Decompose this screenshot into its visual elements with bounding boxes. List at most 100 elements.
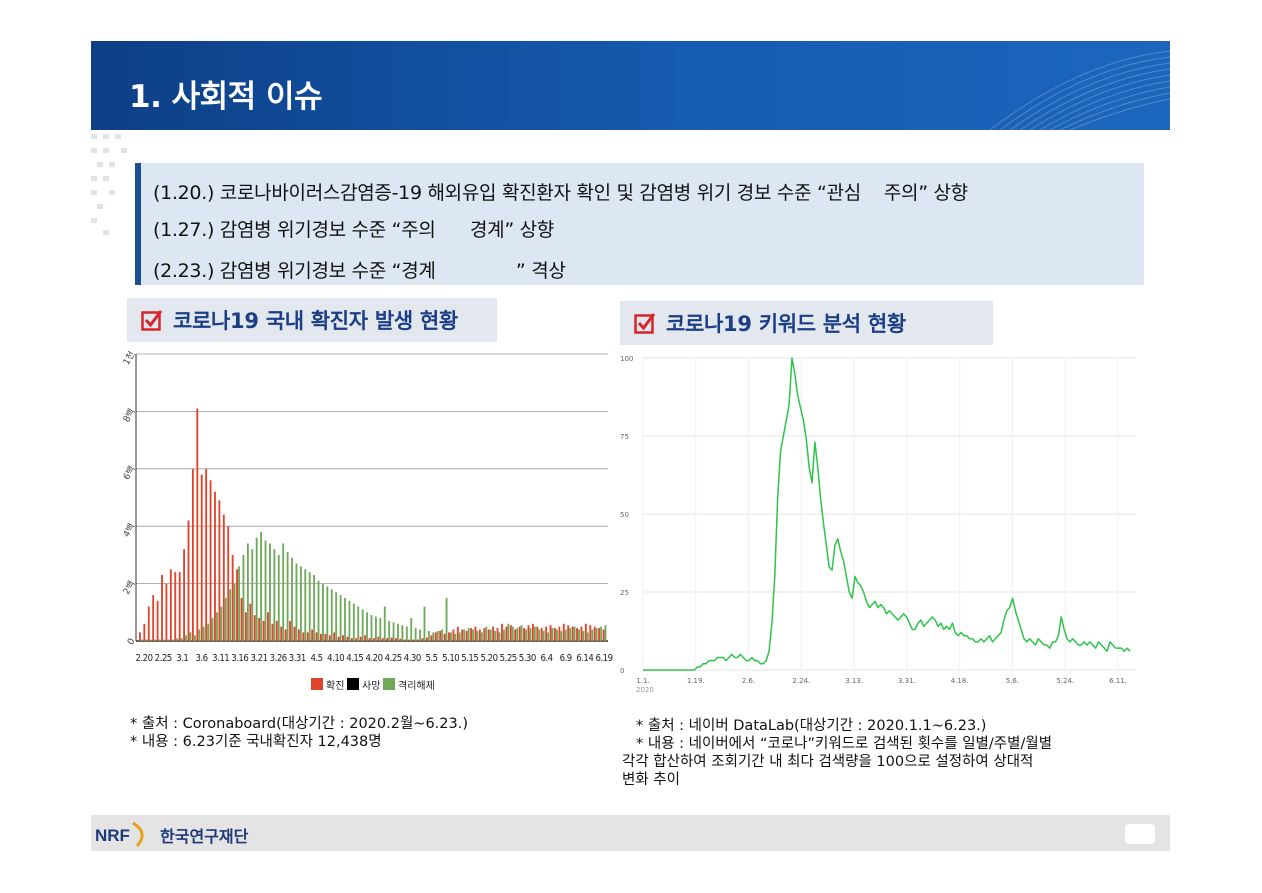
bar-확진 <box>222 514 225 641</box>
bar-격리해제 <box>322 583 324 641</box>
nrf-logo-icon: NRF <box>95 821 144 847</box>
bar-확진 <box>501 623 503 641</box>
bar-확진 <box>311 629 314 641</box>
bar-격리해제 <box>370 615 373 641</box>
bar-확진 <box>518 626 521 641</box>
bar-격리해제 <box>472 629 474 641</box>
bar-확진 <box>399 638 402 641</box>
bar-격리해제 <box>525 629 527 641</box>
bar-확진 <box>567 625 570 641</box>
decorative-grid-icon <box>91 134 127 235</box>
x-tick-label: 3.11 <box>212 653 229 664</box>
bar-격리해제 <box>251 549 254 641</box>
bar-확진 <box>439 630 442 641</box>
bar-격리해제 <box>149 639 152 641</box>
bar-확진 <box>205 468 208 641</box>
header-banner: 1. 사회적 이슈 <box>91 41 1170 130</box>
legend-label: 격리해제 <box>398 679 435 692</box>
bar-확진 <box>452 629 455 641</box>
bar-격리해제 <box>498 632 501 641</box>
bar-격리해제 <box>348 600 351 641</box>
bar-격리해제 <box>374 616 377 641</box>
bar-확진 <box>417 639 419 641</box>
bar-확진 <box>293 626 296 641</box>
bar-격리해제 <box>180 638 183 641</box>
bar-격리해제 <box>317 580 320 641</box>
bar-격리해제 <box>313 574 316 641</box>
bar-격리해제 <box>260 531 263 641</box>
bar-격리해제 <box>352 603 355 641</box>
bar-격리해제 <box>255 537 258 641</box>
bar-확진 <box>531 623 534 641</box>
bar-격리해제 <box>326 586 329 641</box>
x-tick-label: 1.19. <box>687 677 705 685</box>
bar-확진 <box>576 628 578 641</box>
bar-확진 <box>337 636 340 641</box>
bar-격리해제 <box>299 566 302 641</box>
bar-확진 <box>514 629 517 641</box>
y-tick-label: 4백 <box>121 522 138 540</box>
bar-격리해제 <box>582 630 585 641</box>
bar-확진 <box>262 620 265 641</box>
bar-확진 <box>456 626 459 641</box>
left-section-title-text: 코로나19 국내 확진자 발생 현황 <box>173 309 458 333</box>
bar-격리해제 <box>586 632 589 641</box>
bar-확진 <box>306 632 309 641</box>
x-tick-label: 5.10 <box>442 653 459 664</box>
bar-격리해제 <box>410 618 413 641</box>
bar-격리해제 <box>238 566 240 641</box>
bar-격리해제 <box>520 625 523 641</box>
bar-격리해제 <box>202 626 205 641</box>
bar-격리해제 <box>405 626 408 641</box>
bar-확진 <box>359 636 362 641</box>
x-tick-label: 4.18. <box>951 677 969 685</box>
y-tick-label: 0 <box>620 667 624 675</box>
bar-격리해제 <box>388 620 391 641</box>
bar-확진 <box>602 629 605 641</box>
bar-확진 <box>271 623 274 641</box>
bar-격리해제 <box>533 626 536 641</box>
bar-확진 <box>258 618 261 641</box>
bar-격리해제 <box>361 609 364 641</box>
bar-격리해제 <box>286 552 289 641</box>
bar-확진 <box>178 572 181 641</box>
legend-label: 확진 <box>326 680 344 692</box>
bar-확진 <box>328 635 331 641</box>
notice-line-3: (2.23.) 감염병 위기경보 수준 “경계 ” 격상 <box>153 260 566 282</box>
bar-확진 <box>161 574 163 641</box>
bar-격리해제 <box>379 618 382 641</box>
bar-확진 <box>474 626 477 641</box>
bar-확진 <box>430 635 433 641</box>
bar-확진 <box>478 629 481 641</box>
bar-확진 <box>275 620 278 641</box>
bar-격리해제 <box>467 628 470 641</box>
bar-확진 <box>284 629 287 641</box>
bar-격리해제 <box>264 540 267 641</box>
bar-격리해제 <box>569 628 572 641</box>
bar-확진 <box>381 638 384 641</box>
bar-격리해제 <box>511 626 514 641</box>
y-tick-label: 8백 <box>121 407 138 425</box>
x-tick-label: 5.6. <box>1006 677 1019 685</box>
bar-격리해제 <box>450 632 452 641</box>
confirmed-cases-bar-chart: 0 2백 4백 6백 8백 1천 2.20 2.25 3.1 3.6 3.11 3.16 3.21 3.2… <box>121 349 613 692</box>
legend-swatch <box>383 678 395 690</box>
bar-격리해제 <box>476 630 479 641</box>
page-title: 1. 사회적 이슈 <box>129 79 323 115</box>
bar-격리해제 <box>163 639 165 641</box>
legend-swatch <box>347 678 359 690</box>
bar-확진 <box>187 520 190 641</box>
bar-격리해제 <box>578 629 580 641</box>
bar-격리해제 <box>185 635 187 641</box>
bar-확진 <box>368 638 371 641</box>
bar-격리해제 <box>207 623 210 641</box>
x-tick-label: 5.30 <box>519 653 536 664</box>
bar-격리해제 <box>273 549 276 641</box>
bar-확진 <box>593 626 596 641</box>
x-tick-label: 1.1. <box>636 677 649 685</box>
bar-격리해제 <box>560 630 563 641</box>
bar-격리해제 <box>211 618 214 641</box>
bar-격리해제 <box>366 612 369 641</box>
left-source-line: * 내용 : 6.23기준 국내확진자 12,438명 <box>130 734 382 750</box>
y-tick-label: 6백 <box>121 464 138 482</box>
